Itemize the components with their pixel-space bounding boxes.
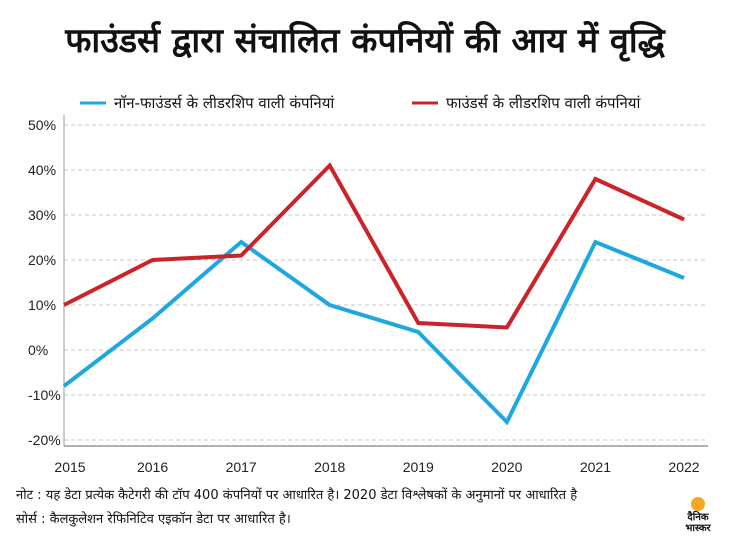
logo-line1: दैनिक	[687, 512, 709, 523]
y-tick-label: 50%	[28, 117, 56, 133]
chart-title: फाउंडर्स द्वारा संचालित कंपनियों की आय म…	[65, 21, 665, 61]
legend: नॉन-फाउंडर्स के लीडरशिप वाली कंपनियां फाउ…	[80, 94, 641, 112]
x-tick-label: 2015	[54, 459, 85, 475]
y-tick-label: 0%	[28, 342, 48, 358]
x-tick-label: 2020	[491, 459, 522, 475]
x-tick-label: 2019	[403, 459, 434, 475]
series-lines	[62, 162, 685, 426]
footer-note: नोट : यह डेटा प्रत्येक कैटेगरी की टॉप 40…	[16, 488, 578, 503]
publisher-logo: दैनिक भास्कर	[678, 497, 718, 543]
y-tick-label: 20%	[28, 252, 56, 268]
x-tick-label: 2017	[226, 459, 257, 475]
x-tick-label: 2022	[668, 459, 699, 475]
legend-label: नॉन-फाउंडर्स के लीडरशिप वाली कंपनियां	[114, 94, 335, 112]
sun-icon	[691, 497, 705, 511]
y-tick-label: -20%	[28, 432, 61, 448]
x-tick-label: 2018	[314, 459, 345, 475]
x-tick-label: 2021	[580, 459, 611, 475]
y-tick-label: 10%	[28, 297, 56, 313]
y-tick-label: 30%	[28, 207, 56, 223]
x-axis-ticks: 2015 2016 2017 2018 2019 2020 2021 2022	[54, 459, 699, 475]
chart-footer: नोट : यह डेटा प्रत्येक कैटेगरी की टॉप 40…	[16, 484, 676, 532]
footer-source: सोर्स : कैलकुलेशन रेफिनिटिव एइकॉन डेटा प…	[16, 512, 291, 527]
x-tick-label: 2016	[137, 459, 168, 475]
y-tick-label: 40%	[28, 162, 56, 178]
logo-line2: भास्कर	[685, 523, 711, 534]
series-line-1	[62, 239, 685, 426]
y-axis-ticks: 50% 40% 30% 20% 10% 0% -10% -20%	[28, 117, 61, 448]
gridlines	[63, 115, 708, 447]
y-tick-label: -10%	[28, 387, 61, 403]
series-line-2	[63, 162, 685, 330]
legend-label: फाउंडर्स के लीडरशिप वाली कंपनियां	[446, 94, 641, 112]
